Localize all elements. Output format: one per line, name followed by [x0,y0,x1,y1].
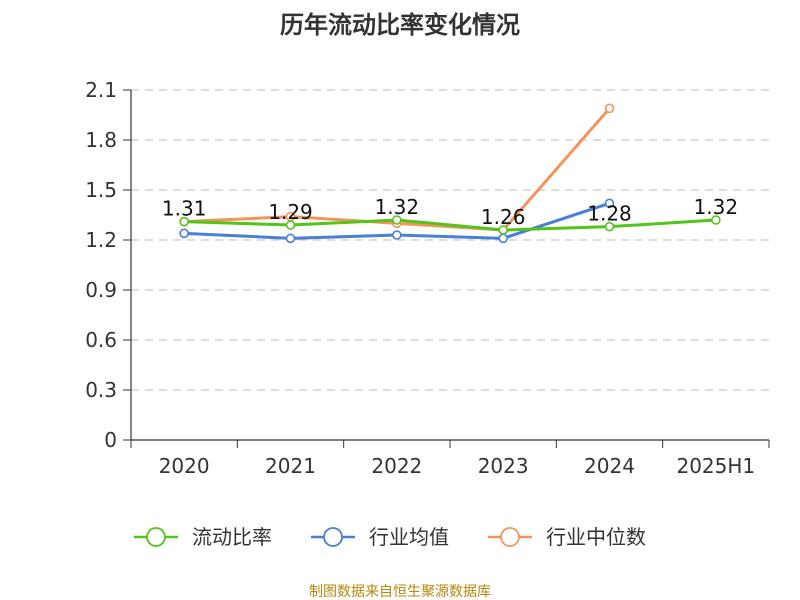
x-tick-label: 2023 [478,454,529,478]
data-label: 1.32 [694,195,739,219]
legend-circle-marker [323,527,343,547]
data-label: 1.32 [375,195,420,219]
data-label: 1.28 [587,202,632,226]
legend-circle-marker [500,527,520,547]
y-tick-label: 1.2 [85,228,117,252]
y-tick-label: 0.3 [85,378,117,402]
series-lines [179,103,721,244]
data-point-s0-4[interactable] [604,221,615,232]
data-label: 1.29 [268,200,313,224]
x-tick-label: 2021 [265,454,316,478]
y-tick-label: 0 [104,428,117,452]
x-tick-label: 2022 [371,454,422,478]
legend-item-0[interactable]: 流动比率 [134,525,272,549]
legend[interactable]: 流动比率 行业均值 行业中位数 [134,525,646,549]
grid-lines [131,89,769,391]
source-note: 制图数据来自恒生聚源数据库 [309,584,491,600]
legend-label: 行业中位数 [546,525,646,549]
x-tick-label: 2020 [159,454,210,478]
y-tick-label: 1.8 [85,128,117,152]
legend-item-1[interactable]: 行业均值 [311,525,449,549]
data-point-s0-3[interactable] [498,225,508,235]
data-point-s0-2[interactable] [392,215,402,225]
legend-label: 流动比率 [192,525,272,549]
legend-item-2[interactable]: 行业中位数 [488,525,646,549]
data-point-s1-2[interactable] [392,230,402,240]
data-point-s1-1[interactable] [285,233,296,244]
y-tick-label: 1.5 [85,178,117,202]
y-tick-label: 2.1 [85,78,117,102]
data-label: 1.31 [162,197,207,221]
data-label: 1.26 [481,205,526,229]
y-tick-label: 0.6 [85,328,117,352]
data-point-s1-3[interactable] [498,233,508,244]
data-labels: 1.31 1.29 1.32 1.26 1.28 1.32 [162,195,738,229]
data-point-s0-5[interactable] [711,215,721,225]
y-tick-label: 0.9 [85,278,117,302]
series-line-0 [182,218,718,232]
x-tick-label: 2025H1 [676,454,755,478]
legend-circle-marker [146,527,166,547]
axes: 0 0.3 0.6 0.9 1.2 1.5 1.8 2.1 2020 2021 2022 2023 20… [85,78,770,478]
data-point-s0-0[interactable] [179,216,189,227]
data-point-s2-4[interactable] [604,103,615,114]
data-point-s1-4[interactable] [604,198,615,209]
x-tick-label: 2024 [584,454,635,478]
legend-label: 行业均值 [369,525,449,549]
data-point-s0-1[interactable] [285,220,296,230]
chart-title: 历年流动比率变化情况 [280,11,520,39]
data-point-s1-0[interactable] [179,228,189,239]
